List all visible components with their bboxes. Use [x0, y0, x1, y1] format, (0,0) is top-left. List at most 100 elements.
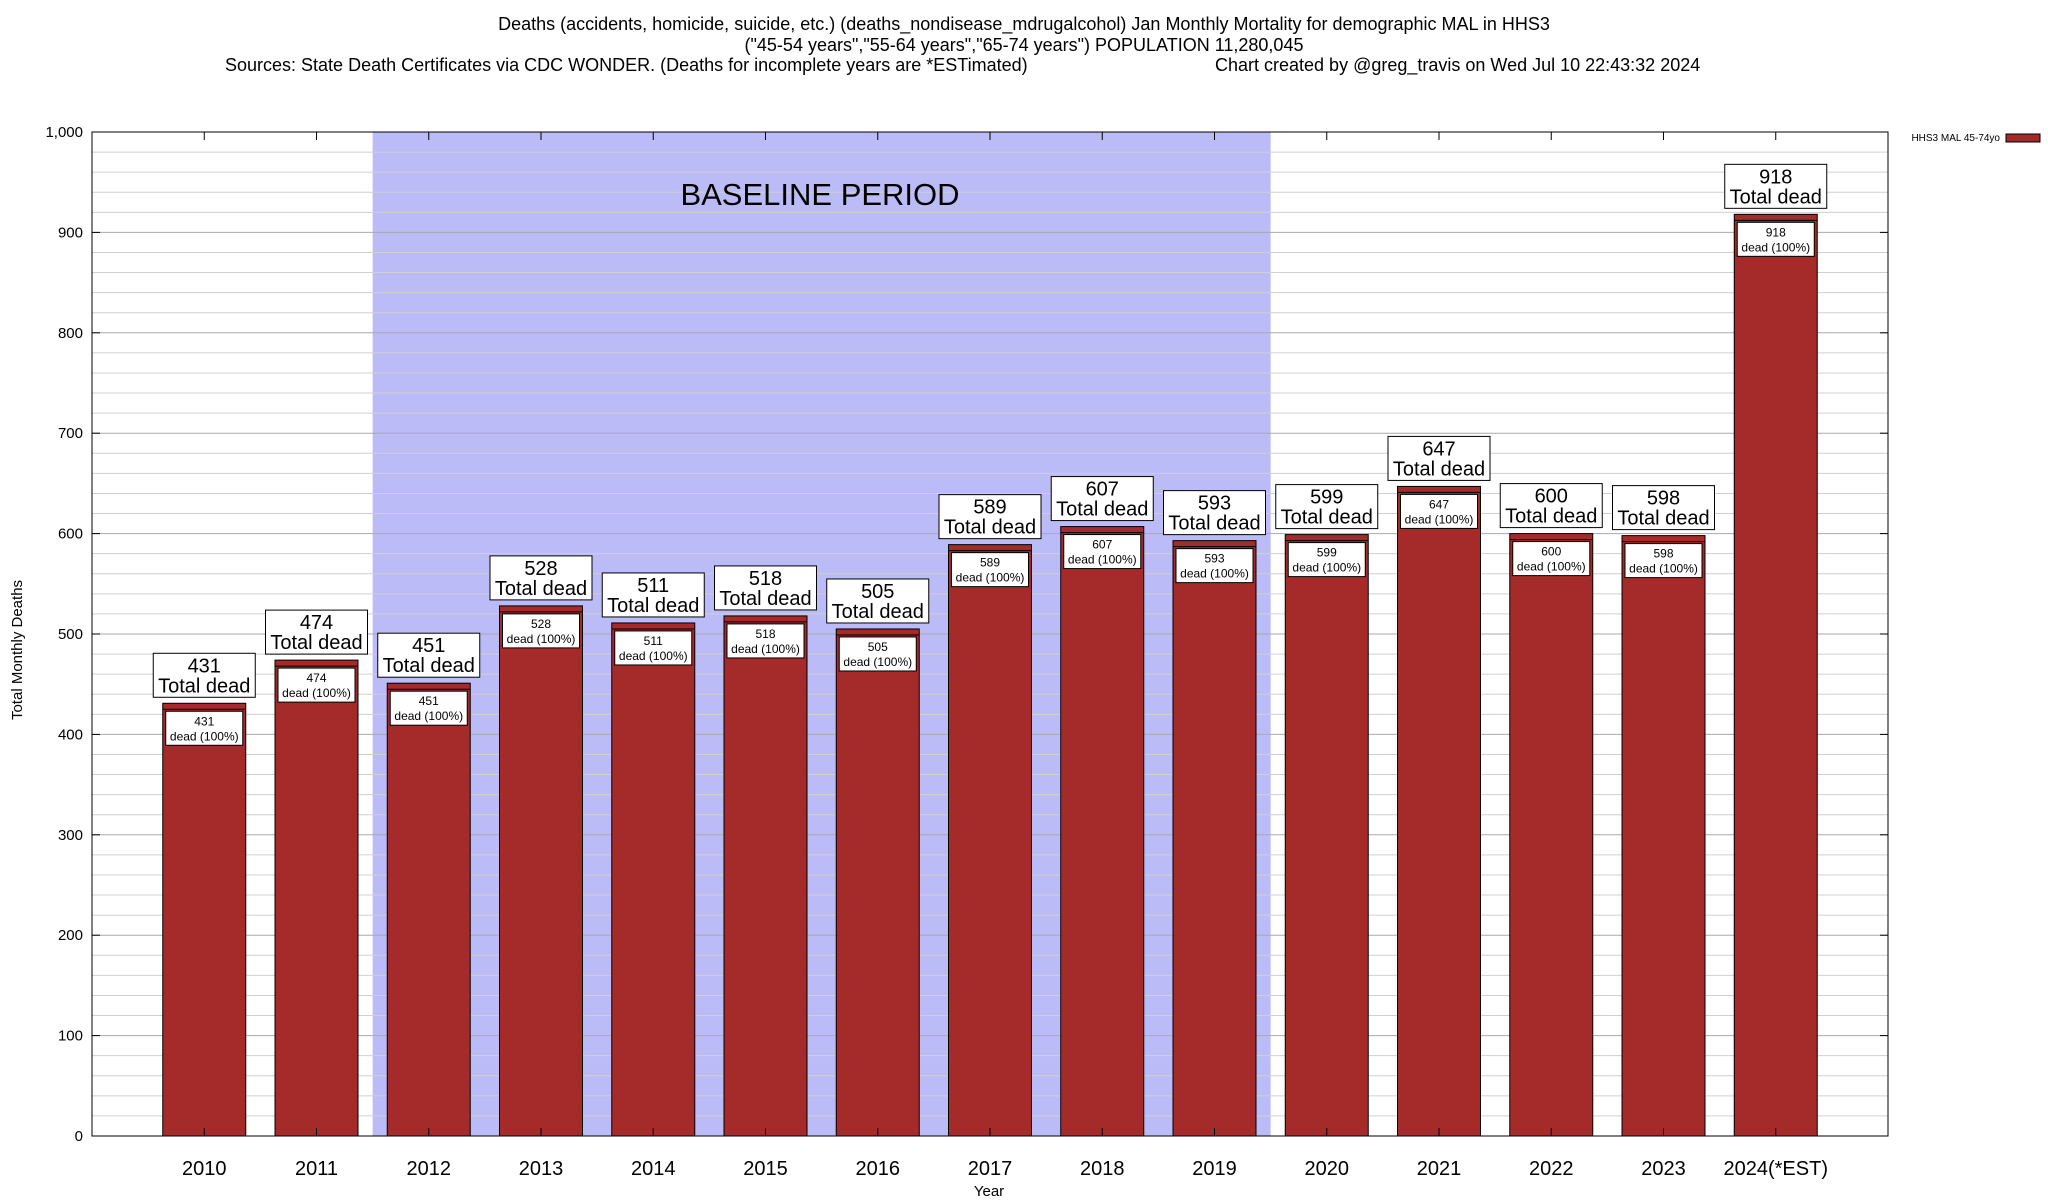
inner-value-label: 518 — [755, 627, 775, 641]
baseline-period-label: BASELINE PERIOD — [680, 177, 959, 212]
total-dead-label: Total dead — [1730, 186, 1822, 208]
total-value-label: 511 — [637, 575, 669, 597]
total-value-label: 451 — [412, 635, 445, 657]
inner-label-box — [1400, 493, 1478, 529]
total-dead-label: Total dead — [607, 595, 699, 617]
bar — [1284, 534, 1369, 1137]
total-label-box — [601, 572, 705, 618]
bar — [1621, 535, 1706, 1137]
y-tick-label: 600 — [58, 526, 83, 543]
legend: HHS3 MAL 45-74yo — [1911, 133, 2041, 144]
inner-label-box — [614, 630, 693, 666]
total-dead-label: Total dead — [1168, 513, 1260, 535]
legend-series-name: HHS3 MAL 45-74yo — [1911, 133, 2000, 144]
inner-label-box — [951, 552, 1029, 588]
inner-percent-label: dead (100%) — [282, 686, 351, 700]
total-dead-label: Total dead — [944, 517, 1036, 539]
total-dead-label: Total dead — [1056, 499, 1148, 521]
bar — [1397, 485, 1481, 1137]
inner-value-label: 505 — [868, 640, 888, 654]
total-label-box — [265, 609, 368, 655]
inner-value-label: 528 — [531, 617, 551, 631]
inner-percent-label: dead (100%) — [1068, 553, 1137, 567]
bar — [162, 702, 247, 1137]
total-value-label: 600 — [1535, 486, 1568, 508]
x-tick-label: 2014 — [631, 1158, 676, 1180]
x-tick-label: 2023 — [1641, 1158, 1686, 1180]
inner-value-label: 647 — [1429, 497, 1449, 511]
x-tick-label: 2020 — [1305, 1158, 1350, 1180]
total-dead-label: Total dead — [383, 655, 475, 677]
bar — [948, 544, 1032, 1137]
x-tick-label: 2015 — [743, 1158, 788, 1180]
inner-label-box — [389, 690, 468, 726]
x-tick-label: 2013 — [519, 1158, 564, 1180]
total-dead-label: Total dead — [719, 588, 811, 610]
total-label-box — [826, 578, 930, 624]
y-tick-label: 300 — [58, 827, 83, 844]
bar — [611, 622, 696, 1137]
total-label-box — [152, 652, 256, 698]
inner-label-box — [1287, 542, 1366, 578]
total-dead-label: Total dead — [1393, 458, 1485, 480]
total-dead-label: Total dead — [158, 675, 250, 697]
inner-label-box — [838, 636, 917, 672]
inner-value-label: 607 — [1092, 538, 1112, 552]
inner-value-label: 589 — [980, 556, 1000, 570]
inner-percent-label: dead (100%) — [1517, 560, 1586, 574]
total-value-label: 528 — [524, 558, 557, 580]
y-tick-label: 800 — [58, 325, 83, 342]
total-label-box — [1163, 490, 1266, 536]
inner-percent-label: dead (100%) — [1741, 240, 1810, 254]
inner-percent-label: dead (100%) — [394, 709, 463, 723]
total-value-label: 474 — [300, 612, 333, 634]
x-tick-label: 2011 — [295, 1158, 338, 1180]
x-tick-label: 2016 — [856, 1158, 901, 1180]
y-axis-label: Total Monthly Deaths — [9, 580, 26, 720]
inner-label-box — [1175, 548, 1254, 584]
y-tick-label: 500 — [58, 626, 83, 643]
bar — [723, 615, 808, 1137]
inner-label-box — [165, 710, 244, 746]
total-label-box — [1050, 476, 1154, 522]
inner-value-label: 598 — [1653, 547, 1673, 561]
x-tick-label: 2010 — [182, 1158, 227, 1180]
bar — [1733, 213, 1818, 1137]
inner-value-label: 431 — [194, 714, 214, 728]
inner-value-label: 511 — [644, 634, 663, 648]
total-label-box — [1387, 435, 1491, 481]
inner-value-label: 474 — [306, 671, 326, 685]
total-label-box — [1612, 485, 1715, 531]
x-tick-label: 2021 — [1417, 1158, 1462, 1180]
total-label-box — [489, 555, 593, 601]
y-tick-label: 1,000 — [45, 124, 83, 141]
x-tick-label: 2012 — [407, 1158, 452, 1180]
total-label-box — [938, 494, 1042, 540]
legend-swatch — [2005, 133, 2041, 143]
bar — [274, 659, 359, 1137]
total-value-label: 918 — [1759, 166, 1792, 188]
y-tick-label: 200 — [58, 927, 83, 944]
y-tick-label: 700 — [58, 425, 83, 442]
y-axis: 0 100 200 300 400 500 600 700 800 900 1,000 — [45, 124, 1888, 1145]
inner-value-label: 599 — [1317, 546, 1337, 560]
total-dead-label: Total dead — [832, 601, 924, 623]
inner-value-label: 600 — [1541, 545, 1561, 559]
y-tick-label: 0 — [75, 1128, 83, 1145]
total-label-box — [1724, 163, 1828, 209]
inner-percent-label: dead (100%) — [1629, 562, 1698, 576]
inner-label-box — [1512, 541, 1591, 577]
bars — [162, 213, 1818, 1137]
inner-label-box — [1736, 221, 1815, 257]
total-value-label: 505 — [861, 581, 894, 603]
inner-percent-label: dead (100%) — [507, 632, 576, 646]
total-label-box — [377, 632, 481, 678]
total-dead-label: Total dead — [1281, 507, 1373, 529]
total-dead-label: Total dead — [270, 632, 362, 654]
inner-percent-label: dead (100%) — [1180, 567, 1249, 581]
bar — [499, 605, 583, 1137]
inner-label-box — [277, 667, 356, 703]
total-dead-label: Total dead — [495, 578, 587, 600]
y-tick-label: 100 — [58, 1028, 83, 1045]
